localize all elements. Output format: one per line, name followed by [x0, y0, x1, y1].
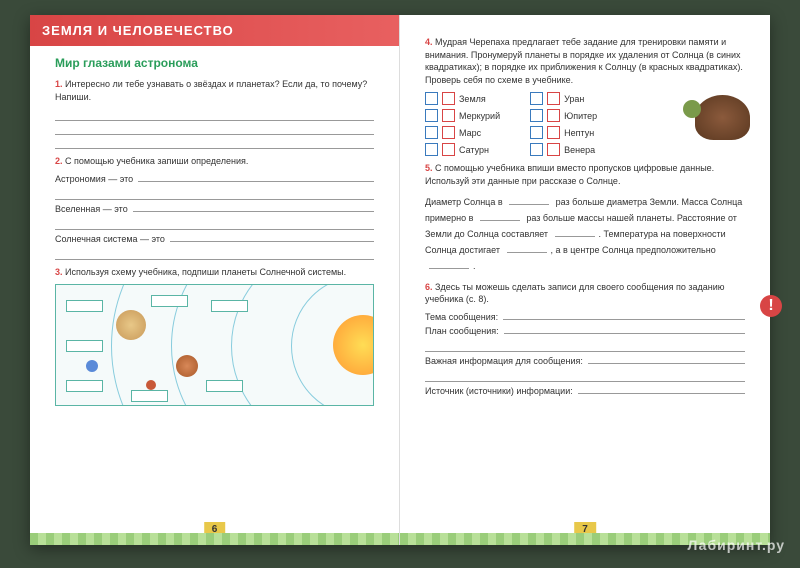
q1-number: 1.: [55, 79, 63, 89]
definition-3: Солнечная система — это: [55, 234, 374, 244]
checkbox-blue[interactable]: [425, 126, 438, 139]
page-right: 4. Мудрая Черепаха предлагает тебе задан…: [400, 15, 770, 545]
solar-system-diagram: [55, 284, 374, 406]
fill-blank-text: Диаметр Солнца в раз больше диаметра Зем…: [425, 194, 745, 275]
checkbox-red[interactable]: [547, 126, 560, 139]
exclamation-icon: !: [760, 295, 782, 317]
plan-row: План сообщения:: [425, 326, 745, 336]
checkbox-blue[interactable]: [530, 109, 543, 122]
q4-number: 4.: [425, 37, 433, 47]
checkbox-red[interactable]: [442, 126, 455, 139]
question-1: 1. Интересно ли тебе узнавать о звёздах …: [55, 78, 374, 103]
checkbox-blue[interactable]: [425, 143, 438, 156]
checkbox-blue[interactable]: [425, 92, 438, 105]
q2-text: С помощью учебника запиши определения.: [65, 156, 248, 166]
q6-text: Здесь ты можешь сделать записи для своег…: [425, 282, 725, 305]
definition-2: Вселенная — это: [55, 204, 374, 214]
checkbox-red[interactable]: [547, 92, 560, 105]
checkbox-red[interactable]: [442, 109, 455, 122]
checkbox-red[interactable]: [442, 143, 455, 156]
chapter-banner: ЗЕМЛЯ И ЧЕЛОВЕЧЕСТВО: [30, 15, 399, 46]
q5-number: 5.: [425, 163, 433, 173]
planet-item: Марс: [425, 126, 500, 139]
q3-text: Используя схему учебника, подпиши планет…: [65, 267, 346, 277]
checkbox-blue[interactable]: [530, 143, 543, 156]
planet-item: Земля: [425, 92, 500, 105]
q6-number: 6.: [425, 282, 433, 292]
checkbox-red[interactable]: [547, 109, 560, 122]
q5-text: С помощью учебника впиши вместо пропуско…: [425, 163, 714, 186]
checkbox-blue[interactable]: [425, 109, 438, 122]
checkbox-red[interactable]: [442, 92, 455, 105]
important-row: Важная информация для сообщения:: [425, 356, 745, 366]
page-border: [30, 533, 399, 545]
watermark: Лабиринт.ру: [688, 537, 786, 553]
planet-item: Юпитер: [530, 109, 597, 122]
planet-earth: [86, 360, 98, 372]
q4-text: Мудрая Черепаха предлагает тебе задание …: [425, 37, 743, 85]
topic-row: Тема сообщения:: [425, 312, 745, 322]
q2-number: 2.: [55, 156, 63, 166]
checkbox-blue[interactable]: [530, 126, 543, 139]
planet-item: Сатурн: [425, 143, 500, 156]
definition-1: Астрономия — это: [55, 174, 374, 184]
question-6: 6. Здесь ты можешь сделать записи для св…: [425, 281, 745, 306]
question-2: 2. С помощью учебника запиши определения…: [55, 155, 374, 168]
workbook-spread: ЗЕМЛЯ И ЧЕЛОВЕЧЕСТВО Мир глазами астроно…: [30, 15, 770, 545]
page-left: ЗЕМЛЯ И ЧЕЛОВЕЧЕСТВО Мир глазами астроно…: [30, 15, 400, 545]
checkbox-red[interactable]: [547, 143, 560, 156]
question-4: 4. Мудрая Черепаха предлагает тебе задан…: [425, 36, 745, 86]
source-row: Источник (источники) информации:: [425, 386, 745, 396]
planet-item: Уран: [530, 92, 597, 105]
question-3: 3. Используя схему учебника, подпиши пла…: [55, 266, 374, 279]
turtle-icon: [695, 95, 750, 140]
question-5: 5. С помощью учебника впиши вместо пропу…: [425, 162, 745, 187]
planet-item: Меркурий: [425, 109, 500, 122]
planet-item: Нептун: [530, 126, 597, 139]
q1-text: Интересно ли тебе узнавать о звёздах и п…: [55, 79, 367, 102]
section-title: Мир глазами астронома: [55, 56, 374, 70]
checkbox-blue[interactable]: [530, 92, 543, 105]
q3-number: 3.: [55, 267, 63, 277]
planet-item: Венера: [530, 143, 597, 156]
